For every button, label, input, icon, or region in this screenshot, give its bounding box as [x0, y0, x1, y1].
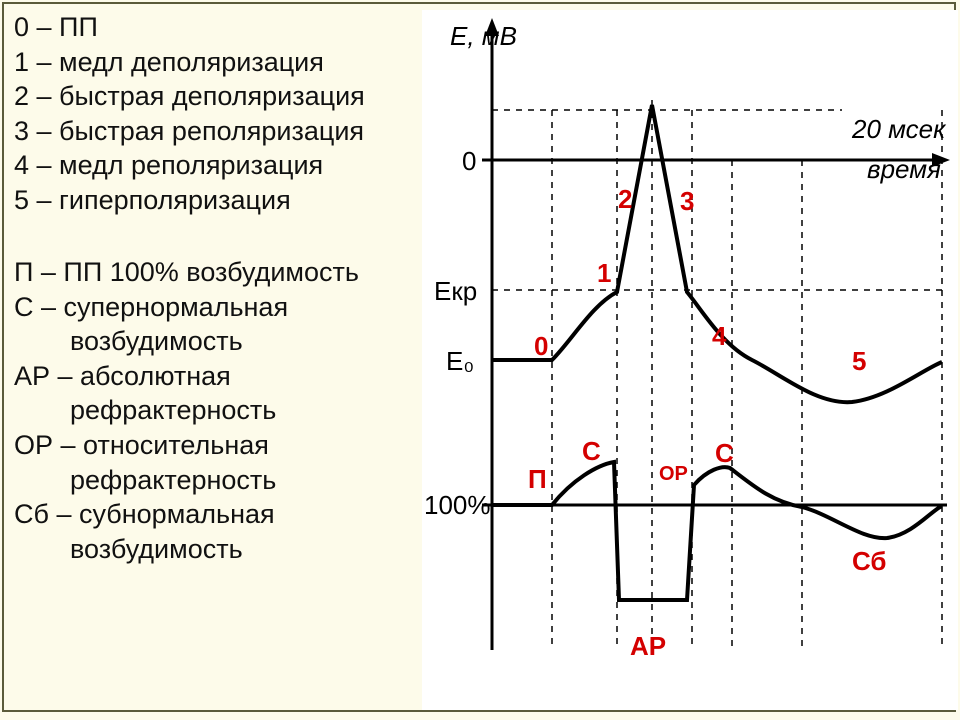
x-axis-label-1: 20 мсек — [851, 114, 947, 144]
phase-5: 5 — [852, 346, 866, 376]
excite-C1: С — [582, 436, 601, 466]
excite-AR: АР — [630, 631, 666, 661]
phase-1: 1 — [597, 258, 611, 288]
excitability-curve — [492, 462, 942, 600]
legend-excite-row: П – ПП 100% возбудимость — [14, 255, 419, 290]
y-axis-label: Е, мВ — [450, 21, 517, 51]
excite-C2: С — [715, 438, 734, 468]
legend-excite-row: рефрактерность — [14, 393, 419, 428]
chart-panel: Е, мВ 20 мсек время 0 Екр Е₀ — [422, 10, 958, 710]
phase-4: 4 — [712, 321, 727, 351]
legend-phase-row: 5 – гиперполяризация — [14, 183, 419, 218]
legend-excite-row: возбудимость — [14, 324, 419, 359]
legend-phase-row: 1 – медл деполяризация — [14, 45, 419, 80]
x-axis-label-2: время — [867, 154, 941, 184]
legend-excite-row: Сб – субнормальная — [14, 497, 419, 532]
e0-label: Е₀ — [446, 346, 474, 376]
legend-excite-row: С – супернормальная — [14, 290, 419, 325]
legend-phase-row: 0 – ПП — [14, 10, 419, 45]
phase-2: 2 — [618, 184, 632, 214]
legend-phase-row: 3 – быстрая реполяризация — [14, 114, 419, 149]
zero-tick: 0 — [462, 146, 476, 176]
legend-phase-row: 4 – медл реполяризация — [14, 148, 419, 183]
hundred-label: 100% — [424, 490, 491, 520]
legend-phase-row: 2 – быстрая деполяризация — [14, 79, 419, 114]
legend-excite-row: рефрактерность — [14, 463, 419, 498]
phase-0: 0 — [534, 331, 548, 361]
excite-Sb: Сб — [852, 546, 887, 576]
excite-P: П — [528, 464, 547, 494]
phase-3: 3 — [680, 186, 694, 216]
legend-panel: 0 – ПП1 – медл деполяризация2 – быстрая … — [14, 10, 419, 566]
action-potential-diagram: Е, мВ 20 мсек время 0 Екр Е₀ — [422, 10, 958, 710]
excite-OR: ОР — [659, 463, 688, 485]
legend-excite-row: возбудимость — [14, 532, 419, 567]
action-potential-curve — [492, 105, 942, 402]
legend-excite-row: АР – абсолютная — [14, 359, 419, 394]
legend-excite-row: ОР – относительная — [14, 428, 419, 463]
ekr-label: Екр — [434, 276, 477, 306]
